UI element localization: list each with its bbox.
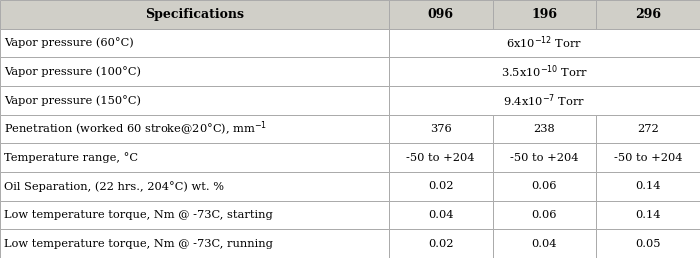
Text: Low temperature torque, Nm @ -73C, running: Low temperature torque, Nm @ -73C, runni… [4, 239, 273, 249]
Text: 096: 096 [428, 8, 454, 21]
Text: 0.06: 0.06 [532, 181, 557, 191]
Text: 0.02: 0.02 [428, 181, 454, 191]
Bar [596, 0, 700, 29]
Bar [596, 229, 700, 258]
Bar [389, 29, 700, 57]
Text: -50 to +204: -50 to +204 [510, 153, 579, 163]
Text: 9.4x10$^{-7}$ Torr: 9.4x10$^{-7}$ Torr [503, 92, 585, 109]
Bar [596, 143, 700, 172]
Bar [493, 115, 596, 143]
Text: Vapor pressure (100°C): Vapor pressure (100°C) [4, 66, 141, 77]
Bar [389, 143, 493, 172]
Text: 0.14: 0.14 [636, 210, 661, 220]
Text: Low temperature torque, Nm @ -73C, starting: Low temperature torque, Nm @ -73C, start… [4, 210, 273, 220]
Bar [0, 57, 389, 86]
Bar [389, 172, 493, 201]
Bar [389, 201, 493, 229]
Bar [0, 201, 389, 229]
Text: -50 to +204: -50 to +204 [614, 153, 682, 163]
Bar [0, 115, 389, 143]
Text: 238: 238 [533, 124, 555, 134]
Bar [493, 229, 596, 258]
Bar [0, 143, 389, 172]
Text: 0.06: 0.06 [532, 210, 557, 220]
Bar [389, 86, 700, 115]
Bar [0, 29, 389, 57]
Text: -50 to +204: -50 to +204 [407, 153, 475, 163]
Bar [596, 201, 700, 229]
Text: Penetration (worked 60 stroke@20°C), mm$^{-1}$: Penetration (worked 60 stroke@20°C), mm$… [4, 120, 267, 138]
Text: 296: 296 [635, 8, 661, 21]
Bar [0, 86, 389, 115]
Bar [0, 229, 389, 258]
Text: 272: 272 [637, 124, 659, 134]
Text: 6x10$^{-12}$ Torr: 6x10$^{-12}$ Torr [506, 35, 582, 51]
Bar [493, 143, 596, 172]
Text: 0.14: 0.14 [636, 181, 661, 191]
Bar [389, 57, 700, 86]
Text: 3.5x10$^{-10}$ Torr: 3.5x10$^{-10}$ Torr [501, 63, 588, 80]
Bar [389, 229, 493, 258]
Text: Temperature range, °C: Temperature range, °C [4, 152, 138, 163]
Text: Oil Separation, (22 hrs., 204°C) wt. %: Oil Separation, (22 hrs., 204°C) wt. % [4, 181, 224, 192]
Bar [493, 172, 596, 201]
Bar [493, 0, 596, 29]
Text: 0.04: 0.04 [532, 239, 557, 249]
Bar [596, 172, 700, 201]
Text: 196: 196 [531, 8, 557, 21]
Bar [493, 201, 596, 229]
Text: 0.04: 0.04 [428, 210, 454, 220]
Text: 0.05: 0.05 [636, 239, 661, 249]
Bar [0, 172, 389, 201]
Bar [0, 0, 389, 29]
Text: 376: 376 [430, 124, 452, 134]
Text: Specifications: Specifications [145, 8, 244, 21]
Text: Vapor pressure (60°C): Vapor pressure (60°C) [4, 38, 134, 49]
Text: Vapor pressure (150°C): Vapor pressure (150°C) [4, 95, 141, 106]
Bar [389, 115, 493, 143]
Bar [389, 0, 493, 29]
Bar [596, 115, 700, 143]
Text: 0.02: 0.02 [428, 239, 454, 249]
